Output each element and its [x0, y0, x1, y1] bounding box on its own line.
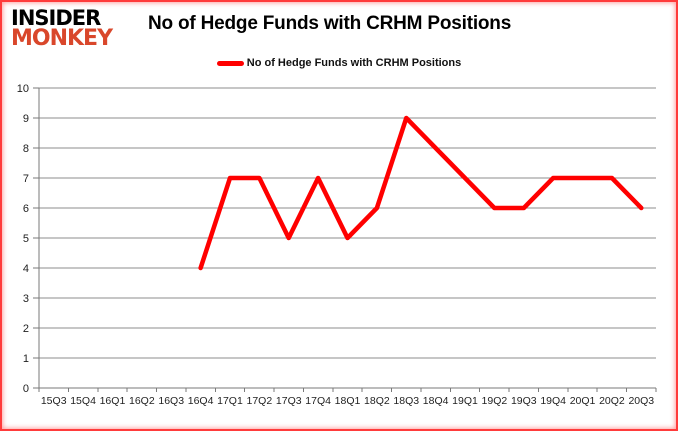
logo-insider-text: INSIDER [11, 6, 101, 30]
x-axis-label: 15Q3 [41, 395, 67, 407]
y-axis-label: 1 [23, 353, 29, 365]
y-axis-label: 9 [23, 113, 29, 125]
y-axis-label: 3 [23, 293, 29, 305]
y-axis-label: 10 [17, 83, 29, 95]
y-axis-label: 6 [23, 203, 29, 215]
x-axis-label: 16Q3 [158, 395, 184, 407]
y-axis-label: 2 [23, 323, 29, 335]
x-axis-label: 16Q4 [188, 395, 214, 407]
x-axis-label: 18Q3 [393, 395, 419, 407]
x-axis-label: 18Q4 [423, 395, 449, 407]
x-axis-label: 20Q3 [628, 395, 654, 407]
x-axis-label: 19Q1 [452, 395, 478, 407]
x-axis-label: 17Q1 [217, 395, 243, 407]
x-axis-label: 20Q2 [599, 395, 625, 407]
x-axis-label: 18Q1 [335, 395, 361, 407]
y-axis-label: 7 [23, 173, 29, 185]
x-axis-label: 15Q4 [70, 395, 96, 407]
x-axis-label: 18Q2 [364, 395, 390, 407]
chart-title: No of Hedge Funds with CRHM Positions [148, 13, 512, 34]
data-line [198, 115, 644, 271]
x-axis-label: 19Q2 [482, 395, 508, 407]
y-axis-label: 4 [23, 263, 29, 275]
x-axis-label: 19Q4 [540, 395, 566, 407]
x-axis-label: 19Q3 [511, 395, 537, 407]
x-axis-label: 20Q1 [570, 395, 596, 407]
x-axis-label: 16Q2 [129, 395, 155, 407]
y-axis-label: 8 [23, 143, 29, 155]
chart-legend: No of Hedge Funds with CRHM Positions [0, 57, 678, 69]
logo-monkey-text: MONKEY [11, 25, 113, 51]
y-axis-label: 5 [23, 233, 29, 245]
legend-label: No of Hedge Funds with CRHM Positions [246, 57, 462, 69]
legend-line-icon [216, 60, 244, 66]
x-axis-label: 17Q3 [276, 395, 302, 407]
insider-monkey-logo: INSIDER MONKEY [11, 6, 113, 51]
x-axis-label: 16Q1 [100, 395, 126, 407]
y-axis-label: 0 [23, 383, 29, 395]
x-axis-label: 17Q2 [247, 395, 273, 407]
x-axis-label: 17Q4 [305, 395, 331, 407]
